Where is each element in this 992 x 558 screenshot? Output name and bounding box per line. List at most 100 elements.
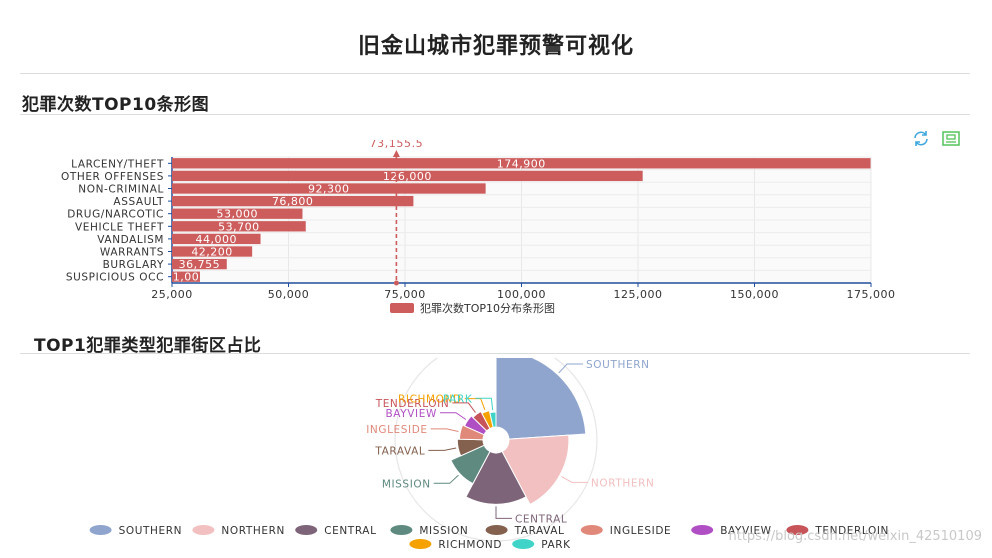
average-line-end [393,280,399,286]
bar-drug-narcotic[interactable] [172,208,303,219]
slice-bayview[interactable] [463,415,488,436]
slice-leader-line [452,402,476,413]
category-label: LARCENY/THEFT [71,158,164,170]
category-label: DRUG/NARCOTIC [67,209,164,221]
legend-label[interactable]: RICHMOND [438,539,502,551]
bar-value-label: 92,300 [308,183,350,196]
legend-swatch[interactable] [691,525,714,535]
legend-swatch[interactable] [409,539,432,549]
slice-label: INGLESIDE [366,424,427,436]
slice-northern[interactable] [501,434,570,506]
legend-label[interactable]: PARK [541,539,571,551]
slice-southern[interactable] [495,358,587,440]
slice-taraval[interactable] [456,438,485,457]
average-line: 73,155.5 [370,140,424,286]
legend-swatch[interactable] [786,525,809,535]
bar-value-label: 53,700 [218,220,260,233]
category-label: WARRANTS [100,247,164,259]
legend-item-richmond[interactable]: RICHMOND [409,539,502,551]
slice-leader-line [428,447,457,451]
x-tick-label: 50,000 [268,288,310,301]
pie-section-divider [20,353,970,354]
legend-item-central[interactable]: CENTRAL [295,525,376,537]
legend-swatch[interactable] [390,525,413,535]
legend-label[interactable]: CENTRAL [324,525,376,537]
legend-item-southern[interactable]: SOUTHERN [89,525,183,537]
slice-label: TARAVAL [374,445,425,457]
bar-larceny-theft[interactable] [172,158,871,169]
x-tick-label: 25,000 [151,288,193,301]
title-divider [20,73,970,74]
legend-label[interactable]: TENDERLOIN [814,525,889,537]
legend-swatch[interactable] [580,525,603,535]
pie-section-title: TOP1犯罪类型犯罪街区占比 [34,336,262,356]
x-tick-label: 100,000 [497,288,546,301]
bar-burglary[interactable] [172,258,227,270]
slice-leader-line [561,476,588,483]
slice-park[interactable] [489,411,497,428]
pie-chart-slices [394,358,598,542]
category-label: SUSPICIOUS OCC [66,272,164,284]
slice-leader-line [475,397,494,411]
legend-item-ingleside[interactable]: INGLESIDE [580,525,671,537]
refresh-icon[interactable] [914,131,928,146]
bar-warrants[interactable] [172,246,253,257]
bar-vandalism[interactable] [172,233,261,245]
bar-suspicious-occ[interactable] [172,271,200,282]
legend-item-bayview[interactable]: BAYVIEW [691,525,771,537]
average-line-arrow [392,150,400,157]
bar-assault[interactable] [172,195,414,207]
legend-swatch[interactable] [512,539,535,549]
rose-center-hole [484,428,508,452]
legend-label[interactable]: TARAVAL [514,525,565,537]
bar-value-label: 36,755 [179,258,221,271]
bar-value-label: 42,200 [191,246,233,259]
slice-leader-line [558,363,584,374]
legend-label[interactable]: MISSION [419,525,468,537]
legend-label[interactable]: 犯罪次数TOP10分布条形图 [420,301,555,315]
legend-swatch[interactable] [89,525,112,535]
bar-other-offenses[interactable] [172,170,643,182]
slice-central[interactable] [465,450,527,505]
category-label: BURGLARY [103,259,164,271]
legend-item-northern[interactable]: NORTHERN [192,525,285,537]
bar-value-label: 76,800 [272,195,314,208]
legend-item-tenderloin[interactable]: TENDERLOIN [786,525,889,537]
legend-swatch[interactable] [192,525,215,535]
category-label: VEHICLE THEFT [75,221,164,233]
legend-item-taraval[interactable]: TARAVAL [485,525,565,537]
legend-swatch[interactable] [485,525,508,535]
rose-outer-ring [394,358,598,542]
slice-tenderloin[interactable] [472,410,491,432]
legend-item-mission[interactable]: MISSION [390,525,468,537]
legend-label[interactable]: SOUTHERN [119,525,183,537]
save-image-icon[interactable] [942,131,960,146]
pie-chart-legend[interactable]: SOUTHERN NORTHERN CENTRAL MISSION TARAVAL ING… [89,525,889,551]
page-title: 旧金山城市犯罪预警可视化 [357,34,634,59]
legend-swatch[interactable] [295,525,318,535]
bar-chart-tick-labels: 25,000 50,000 75,000 100,000 125,000 150,000 1… [151,283,895,301]
legend-label[interactable]: BAYVIEW [720,525,771,537]
slice-mission[interactable] [450,444,491,485]
x-tick-label: 175,000 [847,288,896,301]
bar-non-criminal[interactable] [172,183,486,194]
legend-label[interactable]: INGLESIDE [610,525,671,537]
slice-ingleside[interactable] [458,424,485,441]
slice-leader-line [433,474,459,484]
slice-label: RICHMOND [398,394,462,406]
bar-vehicle-theft[interactable] [172,221,306,232]
slice-label: SOUTHERN [586,359,650,371]
rose-pie-chart: SOUTHERN NORTHERN CENTRAL MISSION TARAVAL ING… [89,358,889,551]
bar-chart-legend[interactable]: 犯罪次数TOP10分布条形图 [390,301,555,315]
legend-item-park[interactable]: PARK [512,539,571,551]
slice-label: PARK [443,393,473,405]
slice-label: CENTRAL [515,513,567,525]
x-tick-label: 75,000 [384,288,426,301]
category-label: ASSAULT [113,196,164,208]
average-line-label: 73,155.5 [370,140,424,150]
bar-value-label: 174,900 [497,157,546,170]
slice-leader-line [439,412,467,420]
legend-label[interactable]: NORTHERN [221,525,285,537]
legend-swatch[interactable] [390,303,414,313]
